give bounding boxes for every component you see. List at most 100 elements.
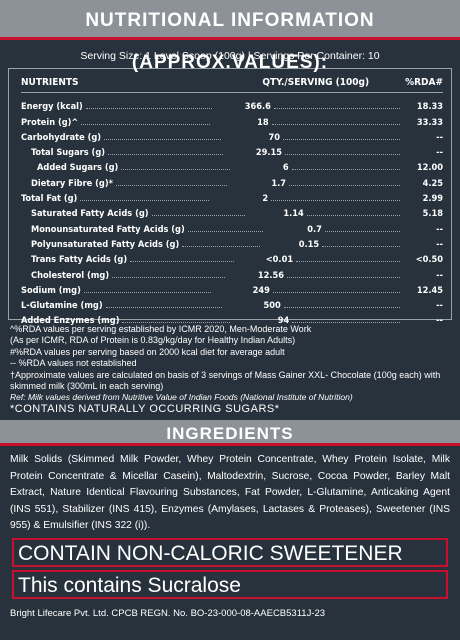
leader xyxy=(296,261,401,263)
nutrient-name: Polyunsaturated Fatty Acids (g) xyxy=(31,238,180,250)
leader xyxy=(272,291,400,293)
leader xyxy=(121,169,230,171)
table-row: Cholesterol (mg) 12.56 -- xyxy=(21,265,444,281)
footnote: #%RDA values per serving based on 2000 k… xyxy=(10,346,285,357)
footnotes: ^%RDA values per serving established by … xyxy=(0,320,460,415)
quantity: 70 xyxy=(268,131,281,143)
column-header: QTY./SERVING (100g) xyxy=(262,77,370,88)
leader xyxy=(322,245,401,247)
leader xyxy=(271,200,401,202)
rda: -- xyxy=(436,269,444,281)
nutrient-name: Cholesterol (mg) xyxy=(31,269,110,281)
leader xyxy=(182,245,261,247)
footnote: -- %RDA values not established xyxy=(10,358,137,369)
rda: 33.33 xyxy=(416,116,443,128)
ingredients-title: INGREDIENTS xyxy=(0,420,460,447)
table-row: Carbohydrate (g) 70 -- xyxy=(21,128,443,143)
table-row: Monounsaturated Fatty Acids (g) 0.7 -- xyxy=(21,219,444,235)
nutrient-name: Added Sugars (g) xyxy=(37,162,119,174)
table-row: Total Sugars (g) 29.15 -- xyxy=(21,143,443,158)
rda: 2.99 xyxy=(422,193,444,205)
nutrition-table: NUTRIENTS QTY./SERVING (100g) %RDA# Ener… xyxy=(8,68,452,326)
rda: -- xyxy=(436,315,443,327)
warning: This contains Sucralose xyxy=(12,569,448,599)
leader xyxy=(81,123,210,125)
leader xyxy=(112,276,226,278)
leader xyxy=(324,230,401,232)
quantity: 0.7 xyxy=(307,223,322,235)
rda: 4.25 xyxy=(422,177,444,189)
nutrient-name: Saturated Fatty Acids (g) xyxy=(31,208,149,220)
table-row: Protein (g)^ 18 33.33 xyxy=(21,112,443,128)
rda: 5.18 xyxy=(422,208,444,220)
footnote: (As per ICMR, RDA of Protein is 0.83g/kg… xyxy=(10,335,296,346)
quantity: 18 xyxy=(257,116,269,128)
nutrient-name: Total Fat (g) xyxy=(21,193,78,205)
nutrient-name: Dietary Fibre (g)* xyxy=(31,177,113,189)
rda: 18.33 xyxy=(416,101,444,113)
warning: CONTAIN NON-CALORIC SWEETENER xyxy=(12,537,448,567)
table-row: Trans Fatty Acids (g) <0.01 <0.50 xyxy=(21,250,443,265)
rda: -- xyxy=(436,147,444,159)
leader xyxy=(85,108,212,110)
rda: <0.50 xyxy=(415,254,444,266)
quantity: 249 xyxy=(252,284,270,296)
quantity: 366.6 xyxy=(244,101,271,113)
table-row: Dietary Fibre (g)* 1.7 4.25 xyxy=(21,173,444,189)
nutrient-name: Sodium (mg) xyxy=(21,284,81,296)
table-header: NUTRIENTS QTY./SERVING (100g) %RDA# xyxy=(21,73,443,93)
quantity: 12.56 xyxy=(257,269,285,281)
quantity: 0.15 xyxy=(298,238,320,250)
ingredients-text: Milk Solids (Skimmed Milk Powder, Whey P… xyxy=(10,454,450,532)
table-row: Saturated Fatty Acids (g) 1.14 5.18 xyxy=(21,204,443,219)
rda: 12.00 xyxy=(416,162,443,174)
leader xyxy=(287,276,401,278)
rda: -- xyxy=(436,223,444,235)
leader xyxy=(122,322,231,324)
quantity: 2 xyxy=(262,193,269,205)
nutrient-name: Protein (g)^ xyxy=(21,116,79,128)
quantity: 6 xyxy=(282,162,289,174)
table-row: Polyunsaturated Fatty Acids (g) 0.15 -- xyxy=(21,235,443,250)
nutrient-name: Trans Fatty Acids (g) xyxy=(31,254,128,266)
quantity: 500 xyxy=(263,300,281,312)
leader xyxy=(105,307,222,309)
leader xyxy=(306,215,401,217)
leader xyxy=(283,138,401,140)
leader xyxy=(283,307,400,309)
table-body: Energy (kcal) 366.6 18.33 Protein (g)^ 18 33.… xyxy=(21,97,443,326)
leader xyxy=(292,322,400,324)
table-row: Added Enzymes (mg) 94 -- xyxy=(21,311,443,326)
nutrient-name: Added Enzymes (mg) xyxy=(21,315,120,327)
reference: Ref: Milk values derived from Nutritive … xyxy=(10,392,353,403)
quantity: 1.14 xyxy=(283,208,304,220)
nutrient-name: Energy (kcal) xyxy=(21,101,83,113)
leader xyxy=(104,138,222,140)
table-row: L-Glutamine (mg) 500 -- xyxy=(21,296,443,311)
leader xyxy=(273,108,401,110)
quantity: 94 xyxy=(277,315,290,327)
leader xyxy=(80,200,210,202)
leader xyxy=(151,215,245,217)
leader xyxy=(291,169,400,171)
table-row: Total Fat (g) 2 2.99 xyxy=(21,189,443,204)
footer: Bright Lifecare Pvt. Ltd. CPCB REGN. No.… xyxy=(10,607,326,619)
nutrient-name: L-Glutamine (mg) xyxy=(21,300,103,312)
serving-info: Serving Size: 1 Level Scoop (100g) | Ser… xyxy=(80,50,380,62)
leader xyxy=(187,230,263,232)
quantity: 29.15 xyxy=(255,147,283,159)
leader xyxy=(130,261,235,263)
leader xyxy=(271,123,400,125)
column-header: %RDA# xyxy=(405,77,443,88)
footnote: †Approximate values are calculated on ba… xyxy=(10,369,441,392)
rda: -- xyxy=(436,300,443,312)
table-row: Sodium (mg) 249 12.45 xyxy=(21,281,443,296)
quantity: 1.7 xyxy=(271,177,286,189)
rda: 12.45 xyxy=(416,284,443,296)
leader xyxy=(108,154,224,156)
column-header: NUTRIENTS xyxy=(21,77,79,88)
table-row: Added Sugars (g) 6 12.00 xyxy=(21,158,443,173)
leader xyxy=(285,154,401,156)
table-row: Energy (kcal) 366.6 18.33 xyxy=(21,97,443,112)
